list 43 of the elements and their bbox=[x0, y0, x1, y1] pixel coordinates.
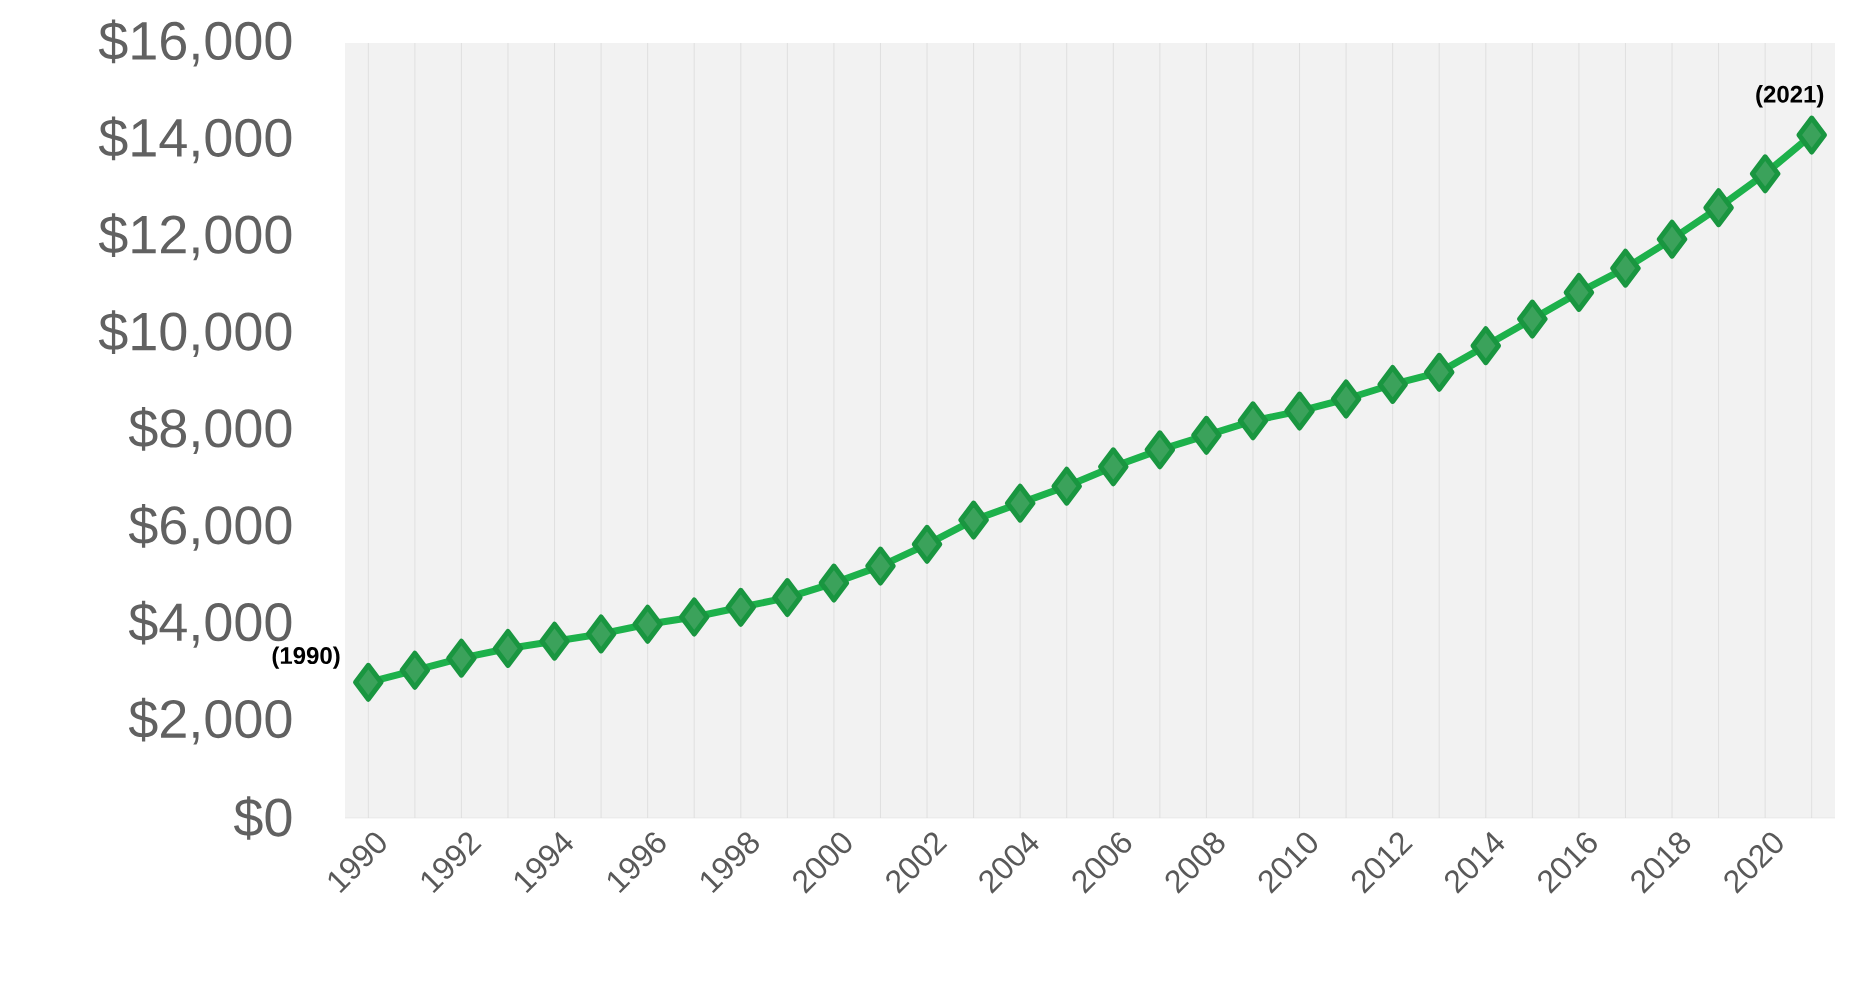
y-tick-label: $6,000 bbox=[128, 503, 292, 551]
point bbox=[1237, 401, 1269, 441]
point bbox=[1284, 391, 1315, 431]
point bbox=[1563, 272, 1595, 312]
y-tick-label: $12,000 bbox=[98, 213, 292, 261]
y-tick-label: $0 bbox=[233, 796, 292, 840]
point bbox=[818, 563, 850, 603]
point bbox=[1610, 248, 1641, 288]
annotation: (1990) bbox=[272, 646, 340, 669]
point bbox=[678, 597, 710, 637]
point bbox=[1517, 299, 1548, 339]
point bbox=[958, 500, 989, 540]
point bbox=[772, 578, 803, 618]
point bbox=[1656, 219, 1688, 259]
point bbox=[1423, 352, 1455, 392]
point bbox=[632, 604, 663, 644]
point bbox=[1377, 364, 1408, 404]
point bbox=[1051, 466, 1082, 506]
point bbox=[911, 524, 943, 564]
point bbox=[1098, 447, 1129, 487]
point bbox=[1749, 154, 1781, 194]
point bbox=[865, 546, 896, 586]
annotation: (2021) bbox=[1756, 85, 1824, 108]
point bbox=[1796, 115, 1827, 155]
point bbox=[1191, 415, 1222, 455]
y-tick-label: $4,000 bbox=[128, 600, 292, 648]
y-tick-label: $10,000 bbox=[98, 310, 292, 358]
point bbox=[725, 587, 757, 627]
point bbox=[1703, 188, 1734, 228]
point bbox=[353, 662, 384, 702]
point bbox=[1330, 379, 1362, 419]
y-tick-label: $2,000 bbox=[128, 697, 292, 745]
y-tick-label: $14,000 bbox=[98, 116, 292, 164]
y-tick-label: $8,000 bbox=[128, 407, 292, 454]
point bbox=[1470, 326, 1502, 366]
point bbox=[399, 650, 431, 690]
point bbox=[539, 621, 570, 661]
point bbox=[492, 628, 524, 668]
point bbox=[1004, 483, 1036, 523]
point bbox=[446, 638, 477, 678]
point bbox=[1144, 430, 1176, 470]
y-tick-label: $16,000 bbox=[98, 19, 292, 67]
point bbox=[585, 614, 617, 654]
